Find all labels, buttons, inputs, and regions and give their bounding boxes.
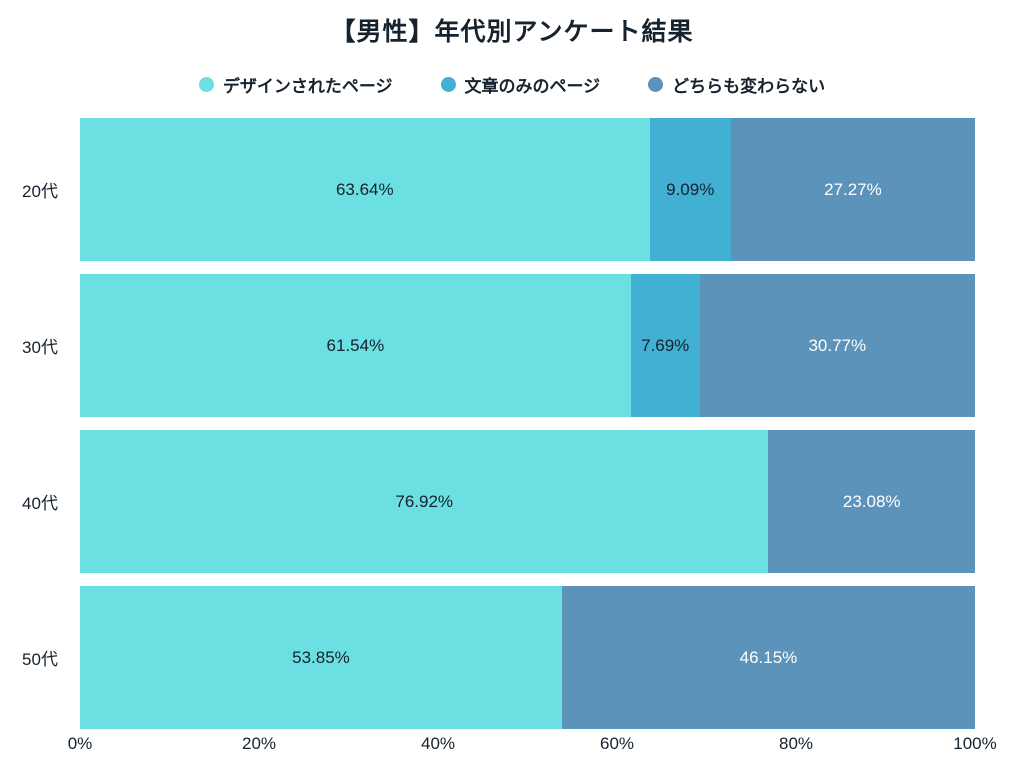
bar-value-label: 9.09% (666, 179, 715, 199)
bar-row: 40代 76.92% 23.08% (22, 430, 975, 573)
bar-value-label: 30.77% (808, 335, 867, 355)
bar-track: 53.85% 46.15% (80, 586, 975, 729)
bar-segment: 27.27% (730, 118, 975, 261)
bar-row: 50代 53.85% 46.15% (22, 586, 975, 729)
bar-value-label: 7.69% (641, 335, 690, 355)
bar-value-label: 53.85% (292, 647, 350, 667)
x-axis-tick: 0% (67, 734, 93, 753)
bar-segment: 46.15% (561, 586, 975, 729)
bar-value-label: 76.92% (395, 491, 454, 511)
bar-value-label: 23.08% (842, 491, 901, 511)
y-axis-label: 40代 (22, 494, 58, 513)
bar-segment: 53.85% (80, 586, 562, 729)
legend-label: デザインされたページ (222, 77, 393, 96)
y-axis-label: 50代 (22, 650, 58, 669)
legend-swatch-icon (440, 77, 456, 92)
bar-value-label: 27.27% (824, 179, 882, 199)
bar-value-label: 63.64% (335, 179, 394, 199)
legend-item-0: デザインされたページ (198, 72, 393, 97)
bar-segment: 61.54% (80, 274, 631, 417)
bar-track: 63.64% 9.09% 27.27% (80, 118, 975, 261)
bar-segment: 30.77% (699, 274, 975, 417)
bar-row: 20代 63.64% 9.09% 27.27% (22, 118, 975, 261)
y-axis-label: 30代 (22, 338, 58, 357)
x-axis-tick: 60% (599, 734, 635, 753)
bar-segment: 23.08% (768, 430, 975, 573)
plot-area: 20代 63.64% 9.09% 27.27% 30代 61.54% 7.69% 30.77%… (22, 118, 975, 729)
bar-row: 30代 61.54% 7.69% 30.77% (22, 274, 975, 417)
legend-item-2: どちらも変わらない (648, 72, 825, 97)
bar-track: 76.92% 23.08% (80, 430, 975, 573)
x-axis-tick: 20% (241, 734, 277, 753)
bar-segment: 63.64% (80, 118, 650, 261)
chart-title: 【男性】年代別アンケート結果 (330, 18, 694, 46)
legend-label: どちらも変わらない (672, 77, 826, 96)
legend: デザインされたページ 文章のみのページ どちらも変わらない (0, 72, 1024, 97)
x-axis: 0% 20% 40% 60% 80% 100% (68, 734, 997, 760)
legend-item-1: 文章のみのページ (440, 72, 601, 97)
bar-segment: 76.92% (80, 430, 769, 573)
bar-track: 61.54% 7.69% 30.77% (80, 274, 975, 417)
bar-segment: 7.69% (630, 274, 700, 417)
bar-segment: 9.09% (649, 118, 731, 261)
legend-label: 文章のみのページ (464, 77, 601, 96)
bar-value-label: 61.54% (326, 335, 385, 355)
x-axis-tick: 100% (953, 734, 997, 753)
bar-value-label: 46.15% (739, 647, 798, 667)
x-axis-tick: 80% (778, 734, 814, 753)
x-axis-tick: 40% (420, 734, 456, 753)
y-axis-label: 20代 (22, 182, 58, 201)
legend-swatch-icon (198, 77, 214, 92)
legend-swatch-icon (648, 77, 664, 92)
